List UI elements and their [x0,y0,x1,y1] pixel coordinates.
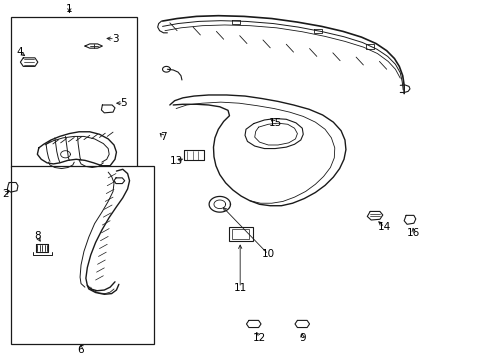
Text: 3: 3 [111,34,118,44]
Text: 8: 8 [34,231,41,242]
Text: 13: 13 [169,157,183,166]
Bar [11,166,154,344]
Bar [11,18,137,167]
Text: 2: 2 [2,189,9,199]
Text: 9: 9 [298,333,305,343]
Text: 7: 7 [160,132,166,142]
Text: 14: 14 [377,222,390,232]
Bar [232,229,249,239]
Text: 12: 12 [252,333,265,343]
Text: 1: 1 [66,4,73,14]
Text: 15: 15 [268,118,281,128]
Text: 10: 10 [261,249,274,259]
Text: 6: 6 [78,345,84,355]
Text: 4: 4 [17,47,23,57]
Text: 11: 11 [233,283,246,293]
Bar [229,227,252,241]
Text: 16: 16 [407,228,420,238]
Text: 5: 5 [120,98,127,108]
